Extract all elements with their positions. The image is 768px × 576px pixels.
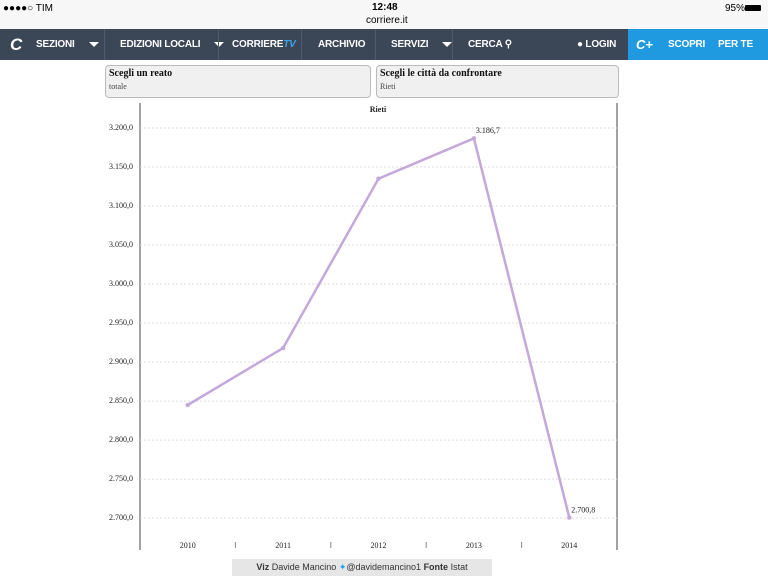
crime-selector[interactable]: Scegli un reato totale xyxy=(105,65,371,98)
y-tick-label: 3.100,0 xyxy=(109,201,133,210)
x-tick-label: 2010 xyxy=(180,541,196,550)
status-bar: ●●●●○ TIM 12:48 corriere.it 95% xyxy=(0,0,768,29)
x-tick-label: 2014 xyxy=(561,541,577,550)
x-tick-label: 2012 xyxy=(371,541,387,550)
credits: Viz Davide Mancino ✦@davidemancino1 Font… xyxy=(232,559,492,576)
y-tick-label: 3.050,0 xyxy=(109,240,133,249)
y-tick-label: 2.900,0 xyxy=(109,357,133,366)
x-tick-label: 2011 xyxy=(275,541,291,550)
y-tick-label: 2.950,0 xyxy=(109,318,133,327)
logo[interactable]: C xyxy=(10,35,23,54)
battery-icon xyxy=(745,5,761,11)
nav-item[interactable]: SEZIONI xyxy=(36,29,99,60)
selector-label: Scegli le città da confrontare xyxy=(380,68,502,79)
city-selector[interactable]: Scegli le città da confrontare Rieti xyxy=(376,65,619,98)
point xyxy=(471,136,477,141)
point xyxy=(376,176,381,181)
chart: Rieti 2.700,0 2.750,0 2.800,0 2.850,0 2.900,… xyxy=(109,103,618,550)
selector-value: Rieti xyxy=(380,82,396,91)
y-tick-label: 2.700,0 xyxy=(109,513,133,522)
carrier: ●●●●○ TIM xyxy=(3,3,54,14)
nav-item[interactable]: CORRIERETV xyxy=(232,39,296,50)
nav-item[interactable]: SERVIZI xyxy=(391,29,453,60)
y-tick-label: 2.750,0 xyxy=(109,474,133,483)
battery: 95% xyxy=(725,3,746,14)
nav-item[interactable]: EDIZIONI LOCALI xyxy=(120,29,225,60)
point xyxy=(280,345,286,351)
x-tick-label: 2013 xyxy=(466,541,482,550)
chart-title: Rieti xyxy=(370,105,387,114)
point xyxy=(567,515,572,520)
nav-item[interactable]: SCOPRI xyxy=(668,39,706,50)
nav-item[interactable]: CERCA ⚲ xyxy=(468,39,512,50)
nav-item[interactable]: ARCHIVIO xyxy=(318,39,366,50)
y-tick-label: 3.000,0 xyxy=(109,279,133,288)
y-tick-label: 3.150,0 xyxy=(109,162,133,171)
cplus-icon[interactable]: C+ xyxy=(636,37,653,52)
selector-value: totale xyxy=(109,82,127,91)
line xyxy=(187,136,571,518)
nav-item[interactable]: PER TE xyxy=(718,39,753,50)
clock: 12:48 xyxy=(372,2,398,13)
value-label: 3.186,7 xyxy=(476,126,500,135)
y-tick-label: 2.850,0 xyxy=(109,396,133,405)
value-label: 2.700,8 xyxy=(571,505,595,514)
premium-area xyxy=(628,29,768,60)
url[interactable]: corriere.it xyxy=(366,15,408,26)
y-tick-label: 2.800,0 xyxy=(109,435,133,444)
selector-label: Scegli un reato xyxy=(109,68,173,79)
nav-bar: C SEZIONI EDIZIONI LOCALI CORRIERETV ARC… xyxy=(0,29,768,60)
nav-item[interactable]: ● LOGIN xyxy=(577,39,617,50)
y-tick-label: 3.200,0 xyxy=(109,123,133,132)
point xyxy=(185,402,190,408)
